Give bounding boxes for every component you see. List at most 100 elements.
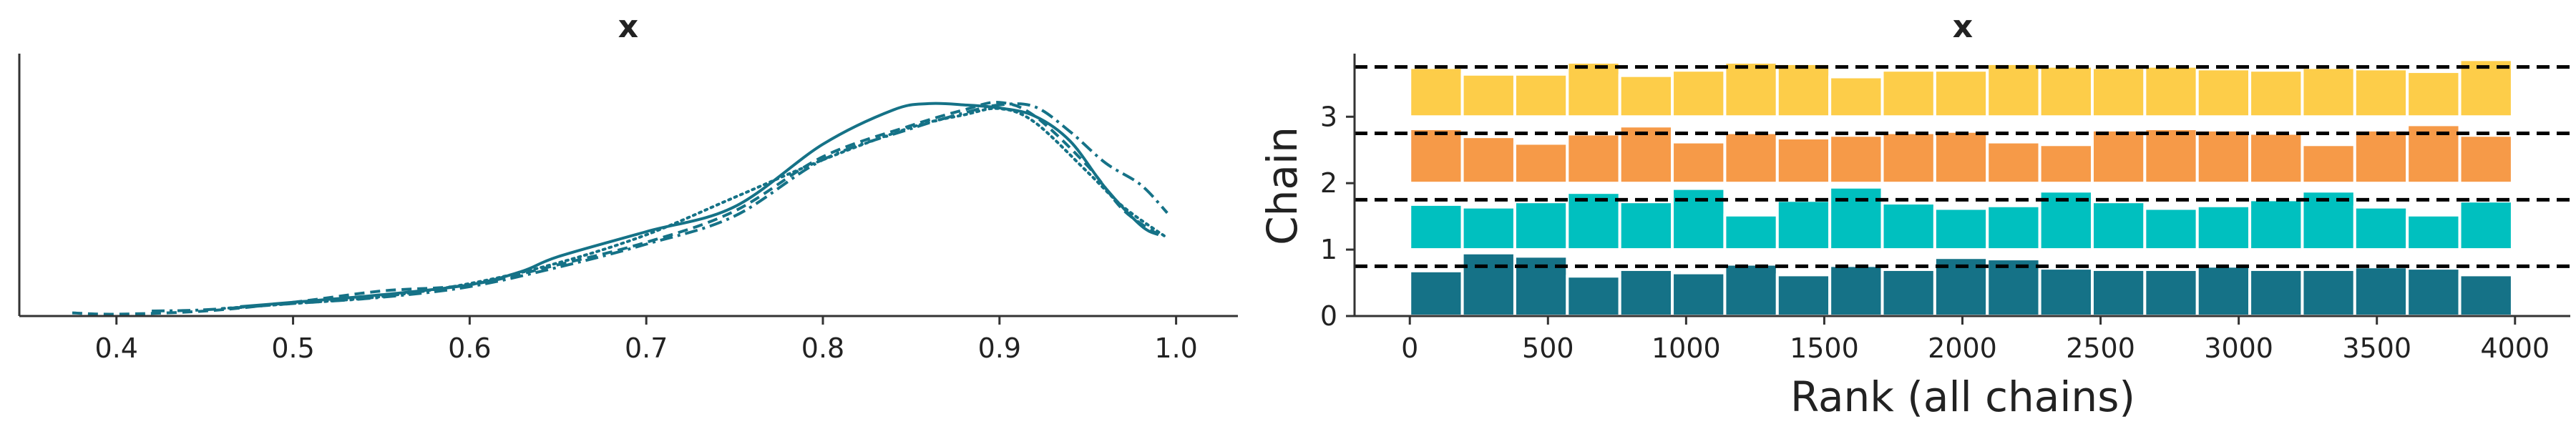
rank-bar-chain-3 [2301, 66, 2356, 119]
rank-bar-chain-0 [2090, 267, 2147, 318]
kde-x-tick-label: 0.9 [978, 332, 1021, 364]
rank-bar-chain-0 [1880, 267, 1936, 318]
rank-bar-chain-2 [2458, 134, 2514, 185]
rank-bar-chain-1 [1671, 187, 1727, 252]
rank-x-tick-label: 2500 [2066, 332, 2135, 364]
rank-bar-chain-0 [1723, 262, 1779, 317]
rank-y-tick-label: 1 [1320, 234, 1337, 265]
rank-bar-chain-3 [2458, 58, 2514, 119]
rank-y-tick-label: 0 [1320, 300, 1337, 332]
rank-bar-chain-3 [2353, 67, 2409, 119]
rank-bar-chain-1 [1880, 202, 1936, 252]
rank-bar-chain-1 [1460, 205, 1516, 252]
rank-bars [1408, 58, 2514, 318]
rank-bar-chain-3 [1671, 69, 1727, 119]
rank-bar-chain-3 [2248, 69, 2304, 119]
rank-bar-chain-0 [2406, 267, 2462, 317]
kde-x-tick-label: 0.7 [625, 332, 668, 364]
rank-bar-chain-3 [2406, 70, 2462, 119]
rank-bar-chain-2 [2406, 123, 2462, 185]
rank-bar-chain-2 [1671, 140, 1727, 185]
rank-bar-chain-2 [2090, 128, 2147, 185]
rank-bar-chain-2 [1880, 131, 1936, 185]
rank-x-ticks: 0 500 1000 1500 2000 2500 3000 3500 4000 [1401, 316, 2550, 364]
rank-bar-chain-0 [1775, 273, 1832, 317]
kde-title: x [618, 9, 638, 45]
rank-title: x [1953, 9, 1973, 45]
rank-x-tick-label: 2000 [1928, 332, 1997, 364]
rank-bar-chain-2 [1513, 142, 1569, 185]
kde-x-tick-label: 1.0 [1154, 332, 1197, 364]
rank-bar-chain-0 [1828, 264, 1884, 317]
rank-x-tick-label: 1500 [1790, 332, 1859, 364]
rank-bar-chain-0 [2195, 265, 2252, 318]
rank-bar-chain-1 [1408, 202, 1464, 252]
rank-bar-chain-0 [2458, 273, 2514, 317]
rank-bar-chain-0 [2143, 267, 2199, 318]
rank-bar-chain-1 [1775, 199, 1832, 252]
rank-bar-chain-0 [2248, 267, 2304, 318]
rank-bar-chain-1 [2406, 213, 2462, 252]
rank-x-tick-label: 3000 [2204, 332, 2273, 364]
rank-bar-chain-3 [1460, 72, 1516, 119]
kde-x-tick-label: 0.4 [95, 332, 138, 364]
rank-bar-chain-0 [1986, 257, 2041, 317]
rank-bar-chain-3 [1408, 66, 1464, 119]
rank-y-tick-label: 3 [1320, 101, 1337, 132]
rank-bar-chain-3 [1986, 61, 2041, 119]
rank-bar-chain-3 [2090, 66, 2147, 119]
rank-bar-chain-1 [1828, 185, 1884, 252]
rank-x-tick-label: 1000 [1652, 332, 1721, 364]
rank-bar-chain-2 [1723, 131, 1779, 185]
rank-x-label: Rank (all chains) [1790, 373, 2135, 421]
rank-bar-chain-0 [1408, 269, 1464, 317]
rank-bar-chain-1 [1513, 200, 1569, 252]
rank-bar-chain-2 [1828, 134, 1884, 185]
rank-bar-chain-2 [1566, 132, 1621, 185]
rank-bar-chain-3 [2143, 64, 2199, 119]
rank-bar-chain-1 [1933, 207, 1989, 252]
rank-bar-chain-3 [1513, 72, 1569, 119]
rank-bar-chain-1 [2353, 205, 2409, 252]
rank-bar-chain-1 [2248, 198, 2304, 252]
rank-bar-chain-1 [1986, 204, 2041, 252]
rank-x-tick-label: 0 [1401, 332, 1418, 364]
rank-bar-chain-2 [2038, 143, 2094, 185]
rank-bar-chain-0 [1618, 267, 1674, 318]
rank-bar-chain-2 [2143, 127, 2199, 185]
rank-bar-chain-1 [2090, 200, 2147, 252]
rank-bar-chain-3 [1880, 69, 1936, 119]
kde-x-tick-label: 0.8 [801, 332, 844, 364]
rank-bar-chain-1 [2458, 199, 2514, 252]
rank-bar-chain-2 [1986, 140, 2041, 185]
rank-panel: x 0 500 1000 1500 2000 2500 3000 3500 4000 0123 … [1258, 9, 2570, 421]
rank-bar-chain-2 [1460, 135, 1516, 185]
rank-bar-chain-1 [1618, 200, 1674, 252]
kde-line-dotted [220, 107, 1169, 310]
rank-bar-chain-1 [2195, 204, 2252, 252]
rank-bar-chain-2 [1775, 136, 1832, 185]
rank-x-tick-label: 500 [1522, 332, 1574, 364]
rank-bar-chain-3 [2038, 64, 2094, 119]
kde-line-dashed [72, 100, 1160, 316]
rank-x-tick-label: 3500 [2342, 332, 2411, 364]
rank-bar-chain-3 [1566, 61, 1621, 119]
rank-bar-chain-3 [1723, 61, 1779, 119]
rank-bar-chain-2 [2248, 132, 2304, 185]
kde-panel: x 0.4 0.5 0.6 0.7 0.8 0.9 1.0 [18, 9, 1238, 364]
rank-bar-chain-0 [2301, 267, 2356, 318]
rank-bar-chain-2 [1933, 129, 1989, 185]
kde-curves [72, 100, 1169, 316]
rank-bar-chain-0 [1460, 251, 1516, 318]
rank-bar-chain-3 [2195, 67, 2252, 119]
rank-bar-chain-2 [1618, 124, 1674, 185]
rank-y-tick-label: 2 [1320, 167, 1337, 199]
rank-bar-chain-3 [1775, 61, 1832, 119]
rank-bar-chain-3 [1618, 74, 1674, 119]
rank-bar-chain-0 [2353, 265, 2409, 318]
kde-x-ticks: 0.4 0.5 0.6 0.7 0.8 0.9 1.0 [95, 316, 1198, 364]
rank-bar-chain-2 [1408, 127, 1464, 185]
rank-bar-chain-3 [1828, 75, 1884, 119]
rank-x-tick-label: 4000 [2480, 332, 2550, 364]
